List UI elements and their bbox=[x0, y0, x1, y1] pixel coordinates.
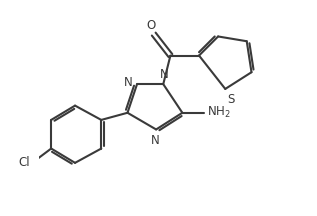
Text: Cl: Cl bbox=[18, 156, 30, 169]
Text: N: N bbox=[124, 76, 133, 89]
Text: S: S bbox=[228, 92, 235, 105]
Text: O: O bbox=[147, 19, 156, 32]
Text: NH$_2$: NH$_2$ bbox=[207, 105, 231, 120]
Text: N: N bbox=[151, 134, 159, 147]
Text: N: N bbox=[160, 68, 169, 81]
